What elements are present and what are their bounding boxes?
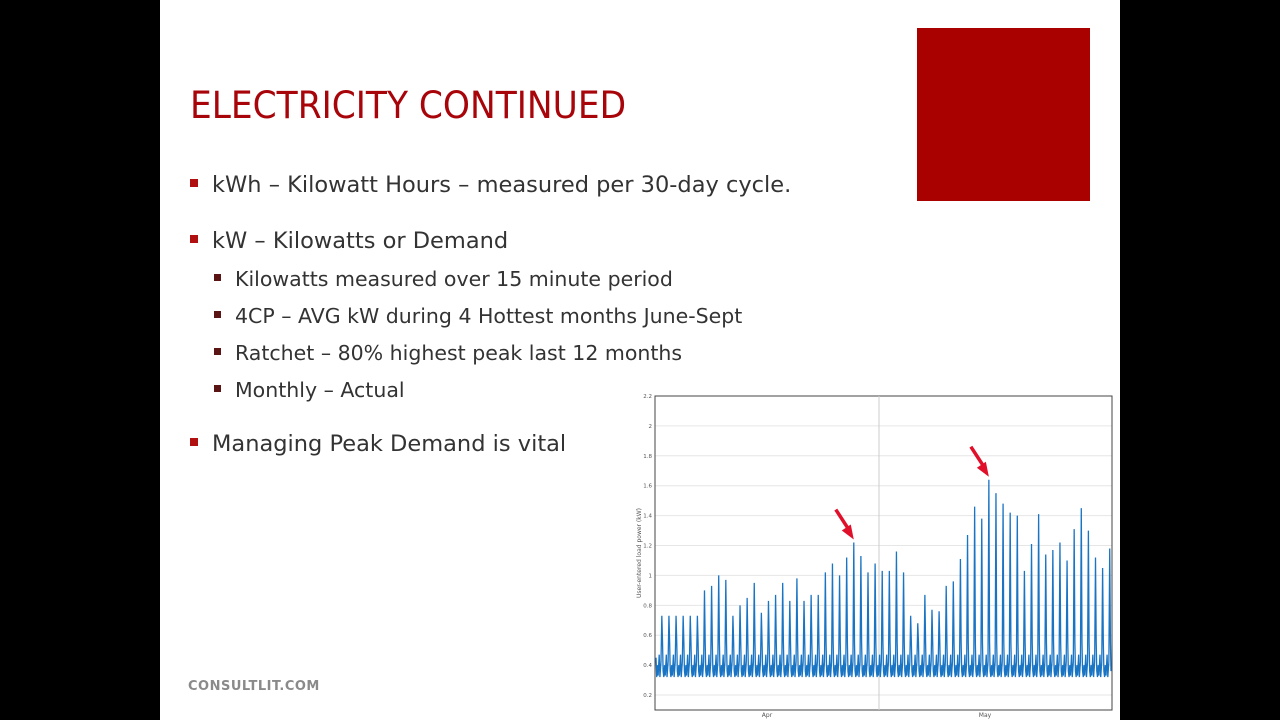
y-tick-label: 1.2 [643, 544, 652, 550]
y-tick-label: 0.2 [643, 693, 652, 699]
bullet-square-icon [190, 437, 198, 446]
sub-bullet-text: Monthly – Actual [235, 378, 405, 402]
bullet-kwh: kWh – Kilowatt Hours – measured per 30-d… [190, 172, 791, 198]
bullet-square-icon [214, 347, 221, 355]
sub-bullet-text: 4CP – AVG kW during 4 Hottest months Jun… [235, 304, 743, 328]
footer-brand: CONSULTLIT.COM [188, 679, 320, 694]
bullet-text: kW – Kilowatts or Demand [212, 228, 509, 254]
sub-bullet-text: Kilowatts measured over 15 minute period [235, 267, 673, 291]
slide: ELECTRICITY CONTINUED kWh – Kilowatt Hou… [160, 0, 1120, 720]
bullet-square-icon [190, 234, 198, 243]
load-power-chart: 0.2 0.4 0.6 0.8 1 1.2 1.4 1.6 1.8 2 2.2 User-enter… [630, 388, 1120, 720]
sub-bullet-text: Ratchet – 80% highest peak last 12 month… [235, 341, 683, 365]
y-tick-label: 0.4 [643, 663, 652, 669]
bullet-square-icon [214, 384, 221, 392]
sub-bullet: 4CP – AVG kW during 4 Hottest months Jun… [214, 304, 742, 328]
y-tick-label: 1 [649, 573, 653, 579]
y-tick-label: 2.2 [643, 394, 652, 400]
bullet-peak-demand: Managing Peak Demand is vital [190, 431, 566, 457]
y-tick-label: 1.8 [643, 454, 652, 460]
load-power-series [655, 479, 1112, 678]
bullet-square-icon [214, 310, 221, 318]
decorative-red-square [917, 28, 1090, 201]
y-tick-label: 1.6 [643, 484, 652, 490]
bullet-kw: kW – Kilowatts or Demand [190, 228, 508, 254]
x-tick-label: Apr [762, 712, 773, 719]
x-tick-label: May [979, 712, 992, 719]
bullet-text: Managing Peak Demand is vital [212, 431, 567, 457]
y-tick-label: 0.6 [643, 633, 652, 639]
bullet-text: kWh – Kilowatt Hours – measured per 30-d… [212, 172, 792, 198]
sub-bullet: Kilowatts measured over 15 minute period [214, 267, 673, 291]
sub-bullet: Ratchet – 80% highest peak last 12 month… [214, 341, 682, 365]
sub-bullet: Monthly – Actual [214, 378, 405, 402]
y-axis-label: User-entered load power (kW) [636, 508, 643, 598]
bullet-square-icon [214, 273, 221, 281]
slide-title: ELECTRICITY CONTINUED [190, 84, 627, 127]
red-arrow-icon [969, 445, 989, 477]
red-arrow-icon [834, 508, 854, 540]
bullet-square-icon [190, 178, 198, 187]
y-tick-label: 1.4 [643, 514, 652, 520]
y-tick-label: 2 [649, 424, 653, 430]
y-tick-label: 0.8 [643, 603, 652, 609]
plot-frame [654, 395, 1113, 711]
